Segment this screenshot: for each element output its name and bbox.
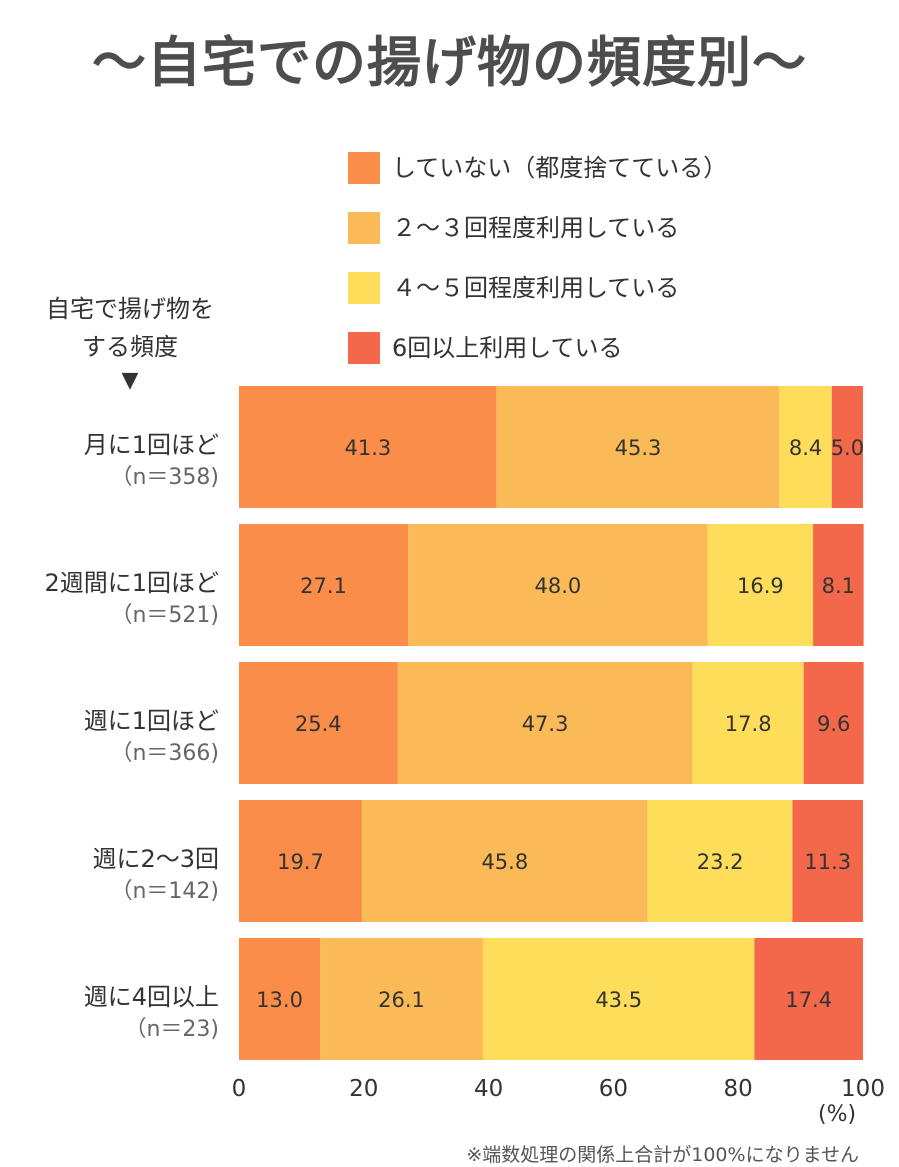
bar-segment bbox=[239, 800, 362, 922]
category-label: 週に1回ほど （n＝366) bbox=[84, 704, 219, 770]
legend-swatch-2-3 bbox=[348, 212, 380, 244]
legend-swatch-none bbox=[348, 152, 380, 184]
category-name: 月に1回ほど bbox=[83, 431, 219, 459]
category-label: 月に1回ほど （n＝358) bbox=[84, 428, 219, 494]
legend-label-2-3: ２〜３回程度利用している bbox=[392, 214, 680, 242]
bar-segment bbox=[239, 386, 497, 508]
category-name: 週に1回ほど bbox=[83, 707, 219, 735]
bar-segment bbox=[496, 386, 780, 508]
data-label: 48.0 bbox=[534, 574, 581, 598]
chart-title: 〜自宅での揚げ物の頻度別〜 bbox=[92, 31, 807, 94]
x-axis-unit: (%) bbox=[818, 1102, 857, 1127]
x-tick-label: 60 bbox=[599, 1076, 628, 1102]
data-label: 23.2 bbox=[697, 850, 744, 874]
axis-caption: 自宅で揚げ物を する頻度 ▼ bbox=[20, 290, 240, 396]
x-tick-label: 40 bbox=[474, 1076, 503, 1102]
legend-label-6plus: 6回以上利用している bbox=[392, 334, 623, 362]
bar-segment bbox=[707, 524, 814, 646]
bar-segment bbox=[779, 386, 832, 508]
bar-segment bbox=[239, 662, 398, 784]
data-label: 43.5 bbox=[595, 988, 642, 1012]
data-label: 17.8 bbox=[725, 712, 772, 736]
bar-segment bbox=[482, 938, 755, 1060]
data-label: 16.9 bbox=[737, 574, 784, 598]
data-label: 27.1 bbox=[300, 574, 347, 598]
data-label: 19.7 bbox=[277, 850, 324, 874]
axis-caption-line1: 自宅で揚げ物を bbox=[46, 295, 214, 323]
category-sample-size: （n＝23) bbox=[124, 1017, 219, 1042]
data-label: 11.3 bbox=[804, 850, 851, 874]
data-label: 47.3 bbox=[522, 712, 569, 736]
category-sample-size: （n＝521) bbox=[110, 603, 219, 628]
x-tick-label: 20 bbox=[349, 1076, 378, 1102]
bar-segment bbox=[813, 524, 864, 646]
bar-segment bbox=[239, 938, 321, 1060]
legend-label-none: していない（都度捨てている） bbox=[392, 154, 728, 182]
x-tick-label: 0 bbox=[232, 1076, 247, 1102]
x-tick-label: 100 bbox=[841, 1076, 885, 1102]
footnote: ※端数処理の関係上合計が100%になりません bbox=[466, 1144, 859, 1166]
bar-segment bbox=[692, 662, 804, 784]
down-triangle-icon: ▼ bbox=[121, 368, 139, 393]
bar-segment bbox=[647, 800, 793, 922]
axis-caption-line2: する頻度 bbox=[82, 333, 178, 361]
data-label: 5.0 bbox=[831, 436, 864, 460]
bar-segment bbox=[408, 524, 708, 646]
bar-segment bbox=[792, 800, 863, 922]
category-sample-size: （n＝142) bbox=[110, 879, 219, 904]
data-label: 45.8 bbox=[481, 850, 528, 874]
bar-segment bbox=[803, 662, 864, 784]
data-label: 8.1 bbox=[822, 574, 855, 598]
data-label: 41.3 bbox=[344, 436, 391, 460]
category-sample-size: （n＝366) bbox=[110, 741, 219, 766]
data-label: 45.3 bbox=[615, 436, 662, 460]
x-tick-label: 80 bbox=[724, 1076, 753, 1102]
category-name: 週に4回以上 bbox=[83, 983, 219, 1011]
category-label: 週に2〜3回 （n＝142) bbox=[92, 842, 219, 908]
legend-label-4-5: ４〜５回程度利用している bbox=[392, 274, 680, 302]
category-label: 週に4回以上 （n＝23) bbox=[84, 980, 219, 1046]
bar-segment bbox=[239, 524, 409, 646]
data-label: 13.0 bbox=[256, 988, 303, 1012]
category-sample-size: （n＝358) bbox=[110, 465, 219, 490]
data-label: 8.4 bbox=[789, 436, 822, 460]
bar-segment bbox=[831, 386, 863, 508]
data-label: 25.4 bbox=[295, 712, 342, 736]
bar-segment bbox=[320, 938, 483, 1060]
data-label: 17.4 bbox=[785, 988, 832, 1012]
legend-swatch-4-5 bbox=[348, 272, 380, 304]
bar-segment bbox=[361, 800, 648, 922]
category-name: 週に2〜3回 bbox=[92, 845, 219, 873]
bar-segment bbox=[754, 938, 863, 1060]
category-label: 2週間に1回ほど （n＝521) bbox=[44, 566, 219, 632]
bar-segment bbox=[397, 662, 693, 784]
legend-swatch-6plus bbox=[348, 332, 380, 364]
data-label: 9.6 bbox=[817, 712, 850, 736]
category-name: 2週間に1回ほど bbox=[44, 569, 219, 597]
data-label: 26.1 bbox=[378, 988, 425, 1012]
